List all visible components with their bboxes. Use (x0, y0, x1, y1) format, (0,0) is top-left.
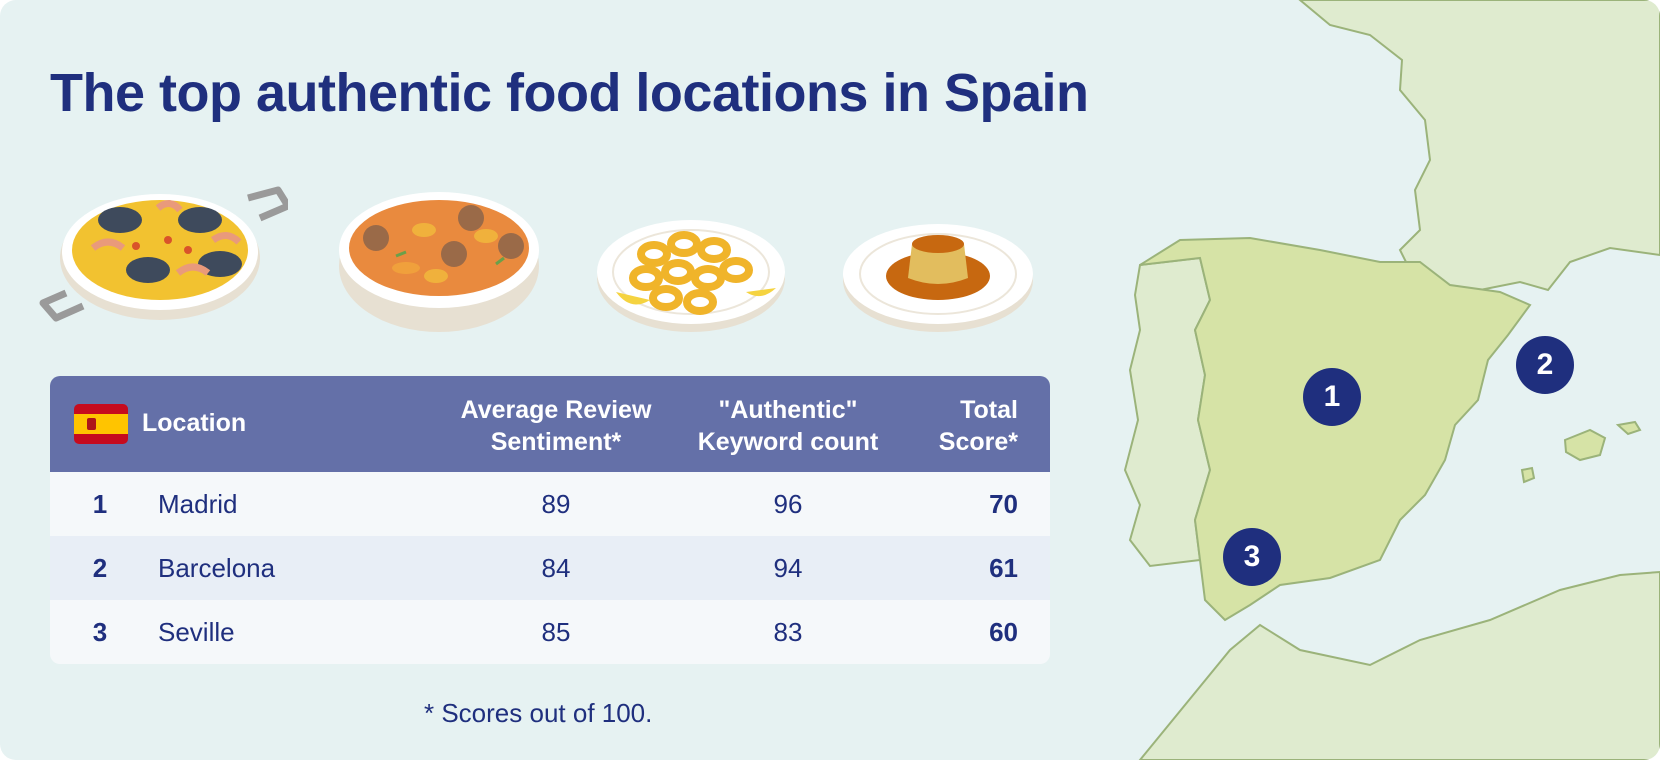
total-cell: 60 (989, 617, 1018, 647)
ibiza-island (1520, 466, 1536, 484)
map-pin-barcelona: 2 (1516, 336, 1574, 394)
calamari-icon (597, 220, 785, 332)
location-cell: Barcelona (158, 553, 276, 583)
table-row: 3 Seville 85 83 60 (50, 600, 1050, 664)
header-total: Total Score* (939, 394, 1018, 458)
spain-flag-icon (74, 404, 128, 444)
table-row: 1 Madrid 89 96 70 (50, 472, 1050, 536)
location-cell: Madrid (158, 489, 238, 519)
header-sentiment-line2: Sentiment* (490, 428, 622, 456)
menorca-island (1615, 420, 1642, 436)
header-keyword-line1: "Authentic" (718, 396, 858, 424)
header-location: Location (142, 409, 247, 437)
total-cell: 61 (989, 553, 1018, 583)
footnote: * Scores out of 100. (424, 698, 653, 728)
location-cell: Seville (158, 617, 235, 647)
table-row: 2 Barcelona 84 94 61 (50, 536, 1050, 600)
header-sentiment: Average Review Sentiment* (440, 394, 672, 458)
africa-landmass (1138, 570, 1660, 760)
map-pin-seville: 3 (1223, 528, 1281, 586)
header-sentiment-line1: Average Review (460, 396, 652, 424)
rank-cell: 1 (92, 489, 108, 519)
sentiment-cell: 84 (541, 553, 571, 583)
ranking-table: Location Average Review Sentiment* "Auth… (50, 376, 1050, 664)
header-keyword-line2: Keyword count (697, 428, 879, 456)
sentiment-cell: 89 (541, 489, 571, 519)
paella-icon (39, 186, 288, 322)
header-keyword: "Authentic" Keyword count (672, 394, 904, 458)
keyword-cell: 83 (773, 617, 803, 647)
keyword-cell: 94 (773, 553, 803, 583)
page-title: The top authentic food locations in Spai… (50, 63, 1089, 123)
header-total-line1: Total (960, 396, 1018, 424)
france-landmass (1298, 0, 1660, 292)
stew-icon (339, 192, 539, 332)
spain-landmass (1139, 236, 1532, 622)
table-header: Location Average Review Sentiment* "Auth… (50, 376, 1050, 472)
rank-cell: 3 (92, 617, 108, 647)
mallorca-island (1563, 428, 1607, 462)
flan-icon (843, 224, 1033, 332)
map-pin-madrid: 1 (1303, 368, 1361, 426)
sentiment-cell: 85 (541, 617, 571, 647)
total-cell: 70 (989, 489, 1018, 519)
keyword-cell: 96 (773, 489, 803, 519)
header-total-line2: Score* (938, 428, 1018, 456)
rank-cell: 2 (92, 553, 108, 583)
